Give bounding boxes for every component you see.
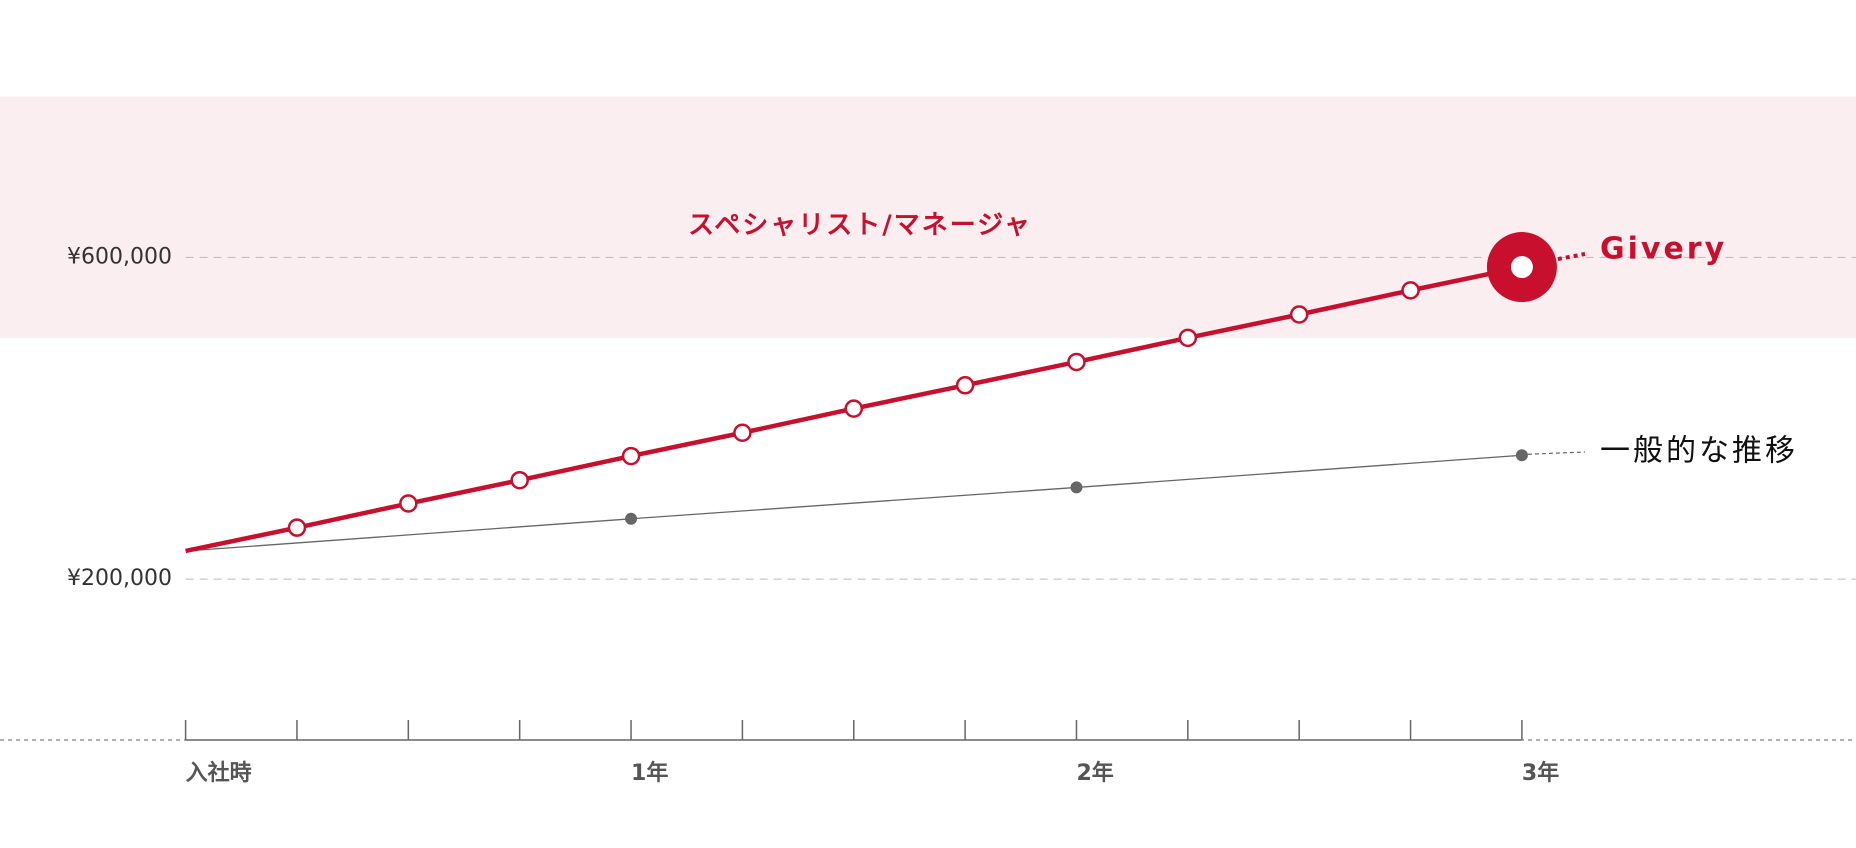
- x-tick-label: 2年: [1076, 760, 1113, 786]
- point: [1070, 481, 1083, 494]
- series-line: [185, 454, 1522, 552]
- point: [1178, 328, 1198, 348]
- point: [955, 376, 975, 395]
- point: [1401, 281, 1420, 300]
- band-label: スペシャリスト/マネージャ: [688, 211, 1032, 241]
- point: [1289, 305, 1309, 324]
- point: [1515, 449, 1528, 462]
- point: [625, 512, 638, 525]
- series-label: Givery: [1600, 232, 1727, 267]
- x-tick-label: 入社時: [186, 760, 252, 786]
- end-marker-center: [1510, 256, 1533, 279]
- point: [399, 494, 418, 513]
- x-tick-label: 1年: [631, 760, 668, 786]
- x-tick-label: 3年: [1522, 760, 1559, 786]
- point: [1067, 352, 1086, 372]
- series-label: 一般的な推移: [1600, 434, 1798, 469]
- point: [621, 446, 641, 466]
- y-tick-label: ¥200,000: [67, 566, 172, 591]
- point: [844, 399, 864, 418]
- point: [733, 423, 752, 442]
- point: [510, 470, 529, 490]
- y-tick-label: ¥600,000: [67, 244, 172, 269]
- band: [0, 96, 1856, 338]
- point: [287, 518, 307, 537]
- label-connector: [1527, 451, 1586, 455]
